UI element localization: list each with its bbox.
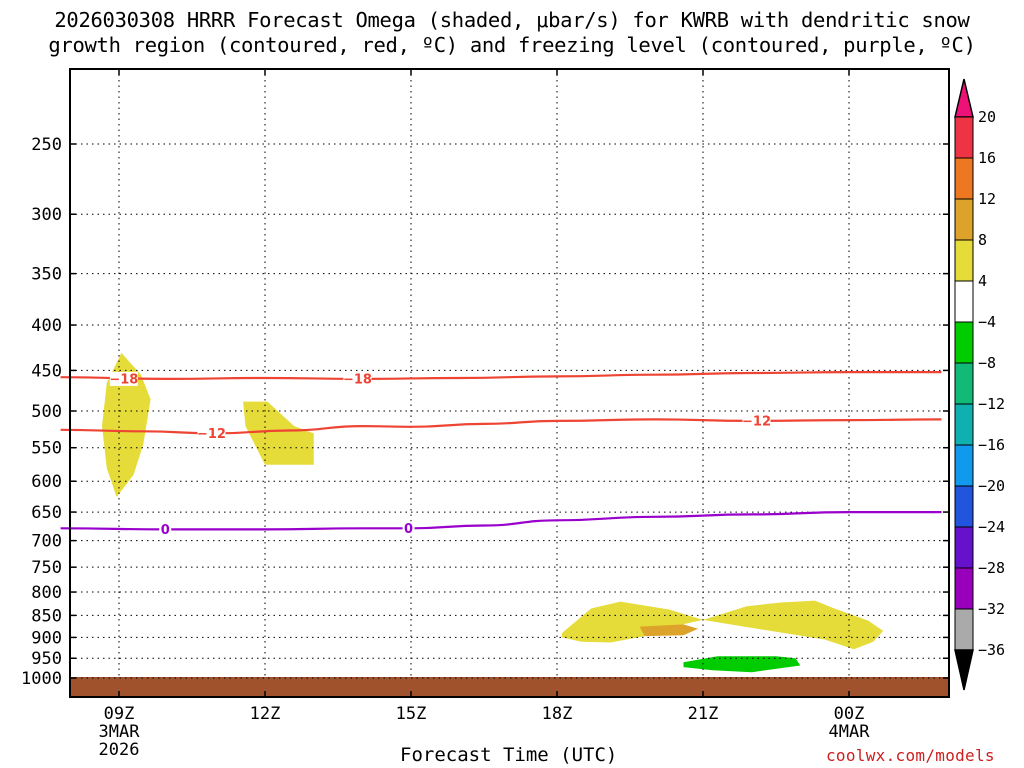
- y-tick-label-650: 650: [31, 503, 62, 523]
- chart-title: 2026030308 HRRR Forecast Omega (shaded, …: [0, 8, 1024, 58]
- colorbar-bin-4: [954, 280, 974, 323]
- omega-shading: [102, 352, 884, 673]
- colorbar-label-13: −36: [978, 641, 1005, 659]
- colorbar-label-5: −4: [978, 313, 996, 331]
- y-tick-label-600: 600: [31, 472, 62, 492]
- x-axis-label: Forecast Time (UTC): [400, 744, 618, 766]
- omega-region-3: [703, 600, 884, 650]
- y-tick-label-400: 400: [31, 316, 62, 336]
- colorbar-bottom-triangle: [954, 649, 974, 691]
- x-tick-label-15Z: 15Z: [396, 704, 427, 724]
- colorbar-bin-1: [954, 157, 974, 200]
- colorbar-label-2: 12: [978, 190, 996, 208]
- y-tick-label-850: 850: [31, 606, 62, 626]
- colorbar-label-0: 20: [978, 108, 996, 126]
- x-tick-label-00Z: 00Z: [834, 704, 865, 724]
- x-tick-label-18Z: 18Z: [542, 704, 573, 724]
- colorbar-label-6: −8: [978, 354, 996, 372]
- colorbar-bin-12: [954, 608, 974, 651]
- colorbar-bin-6: [954, 362, 974, 405]
- title-line-2: growth region (contoured, red, ºC) and f…: [48, 33, 976, 57]
- colorbar-bin-7: [954, 403, 974, 446]
- x-tick-label-21Z: 21Z: [688, 704, 719, 724]
- contour-label-bg: [109, 371, 138, 386]
- colorbar-bin-11: [954, 567, 974, 610]
- x-tick-sub-year: 2026: [99, 740, 140, 760]
- title-line-1: 2026030308 HRRR Forecast Omega (shaded, …: [54, 8, 970, 32]
- y-tick-label-450: 450: [31, 361, 62, 381]
- colorbar-label-12: −32: [978, 600, 1005, 618]
- colorbar-bin-9: [954, 485, 974, 528]
- omega-region-0: [102, 352, 151, 497]
- y-tick-label-1000: 1000: [21, 669, 62, 689]
- contour-line-2: [60, 510, 942, 531]
- plot-border: [69, 68, 950, 698]
- y-tick-label-700: 700: [31, 532, 62, 552]
- colorbar-label-1: 16: [978, 149, 996, 167]
- contour-line-0: [60, 370, 942, 381]
- x-tick-label-09Z: 09Z: [104, 704, 135, 724]
- y-tick-label-250: 250: [31, 135, 62, 155]
- colorbar: 20 16 12 8 4 −4 −8 −12 −16 −20 −24 −28 −32 −36: [954, 78, 1005, 691]
- contour-label-2-1: 0: [404, 522, 413, 537]
- colorbar-bin-8: [954, 444, 974, 487]
- y-tick-label-950: 950: [31, 649, 62, 669]
- ground-layer: [70, 677, 949, 697]
- x-tick-label-12Z: 12Z: [250, 704, 281, 724]
- colorbar-label-7: −12: [978, 395, 1005, 413]
- contour-label-2-0: 0: [161, 523, 170, 538]
- colorbar-top-triangle: [954, 78, 974, 118]
- x-tick-sub-date: 3MAR: [99, 722, 141, 742]
- y-tick-label-750: 750: [31, 558, 62, 578]
- omega-region-2: [561, 601, 703, 643]
- plot-frame: [69, 68, 950, 698]
- colorbar-label-10: −24: [978, 518, 1005, 536]
- ground-fill: [70, 677, 949, 697]
- colorbar-bin-2: [954, 198, 974, 241]
- colorbar-bin-0: [954, 116, 974, 159]
- omega-region-1: [243, 401, 314, 465]
- contour-label-bg: [343, 371, 372, 386]
- colorbar-bin-5: [954, 321, 974, 364]
- contour-label-bg: [742, 413, 771, 428]
- colorbar-label-4: 4: [978, 272, 987, 290]
- colorbar-label-3: 8: [978, 231, 987, 249]
- colorbar-bin-10: [954, 526, 974, 569]
- y-axis: 2503003504004505005506006507007508008509…: [21, 135, 949, 689]
- y-tick-label-300: 300: [31, 205, 62, 225]
- omega-region-4: [639, 624, 699, 637]
- y-tick-label-350: 350: [31, 265, 62, 285]
- contour-label-bg: [159, 522, 172, 537]
- contour-label-0-1: −18: [343, 372, 372, 387]
- y-tick-label-500: 500: [31, 402, 62, 422]
- contour-label-0-0: −18: [109, 372, 138, 387]
- credit-link[interactable]: coolwx.com/models: [826, 746, 995, 765]
- x-tick-sub-date: 4MAR: [829, 722, 871, 742]
- colorbar-label-9: −20: [978, 477, 1005, 495]
- contour-label-bg: [197, 426, 226, 441]
- contour-label-1-0: −12: [197, 427, 226, 442]
- contour-lines: −18 −18 −12 −12 0 0: [60, 370, 942, 538]
- y-tick-label-550: 550: [31, 439, 62, 459]
- y-tick-label-800: 800: [31, 583, 62, 603]
- colorbar-bin-3: [954, 239, 974, 282]
- omega-region-5: [683, 656, 801, 673]
- y-tick-label-900: 900: [31, 628, 62, 648]
- contour-label-1-1: −12: [742, 414, 771, 429]
- colorbar-label-8: −16: [978, 436, 1005, 454]
- colorbar-label-11: −28: [978, 559, 1005, 577]
- contour-label-bg: [402, 521, 415, 536]
